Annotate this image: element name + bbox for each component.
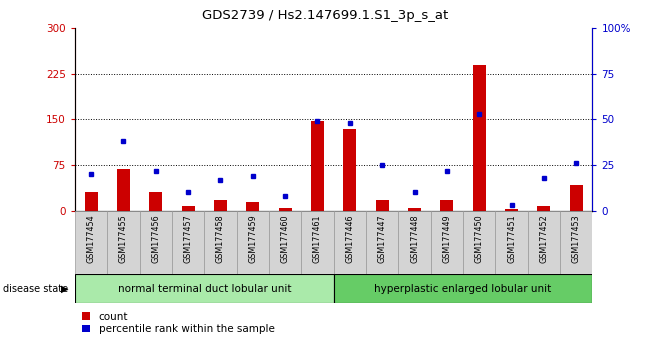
Bar	[560, 211, 592, 274]
Text: normal terminal duct lobular unit: normal terminal duct lobular unit	[117, 284, 291, 293]
Bar	[139, 211, 172, 274]
Legend: count, percentile rank within the sample: count, percentile rank within the sample	[80, 310, 277, 336]
Bar	[85, 193, 98, 211]
Text: GSM177459: GSM177459	[248, 215, 257, 263]
Text: GSM177449: GSM177449	[442, 215, 451, 263]
Text: GSM177457: GSM177457	[184, 215, 193, 263]
Bar	[75, 211, 107, 274]
Text: GDS2739 / Hs2.147699.1.S1_3p_s_at: GDS2739 / Hs2.147699.1.S1_3p_s_at	[202, 9, 449, 22]
Bar	[182, 206, 195, 211]
Bar	[376, 200, 389, 211]
Text: GSM177451: GSM177451	[507, 215, 516, 263]
Text: GSM177446: GSM177446	[345, 215, 354, 263]
Text: GSM177454: GSM177454	[87, 215, 96, 263]
Text: disease state: disease state	[3, 284, 68, 293]
Text: GSM177450: GSM177450	[475, 215, 484, 263]
Text: hyperplastic enlarged lobular unit: hyperplastic enlarged lobular unit	[374, 284, 551, 293]
Text: GSM177453: GSM177453	[572, 215, 581, 263]
Bar	[279, 207, 292, 211]
Text: GSM177460: GSM177460	[281, 215, 290, 263]
Bar	[431, 211, 463, 274]
Bar	[75, 274, 333, 303]
Bar	[366, 211, 398, 274]
Bar	[495, 211, 528, 274]
Bar	[107, 211, 139, 274]
Bar	[408, 207, 421, 211]
Bar	[204, 211, 236, 274]
Text: GSM177461: GSM177461	[313, 215, 322, 263]
Bar	[172, 211, 204, 274]
Text: GSM177456: GSM177456	[151, 215, 160, 263]
Bar	[398, 211, 431, 274]
Text: GSM177448: GSM177448	[410, 215, 419, 263]
Bar	[528, 211, 560, 274]
Bar	[440, 200, 453, 211]
Bar	[570, 185, 583, 211]
Bar	[333, 211, 366, 274]
Bar	[538, 206, 550, 211]
Bar	[463, 211, 495, 274]
Text: GSM177455: GSM177455	[119, 215, 128, 263]
Bar	[236, 211, 269, 274]
Bar	[246, 201, 259, 211]
Text: ▶: ▶	[61, 284, 68, 293]
Bar	[301, 211, 333, 274]
Bar	[343, 129, 356, 211]
Bar	[214, 200, 227, 211]
Bar	[333, 274, 592, 303]
Bar	[269, 211, 301, 274]
Bar	[117, 169, 130, 211]
Text: GSM177452: GSM177452	[540, 215, 548, 263]
Bar	[473, 65, 486, 211]
Bar	[149, 193, 162, 211]
Bar	[311, 121, 324, 211]
Text: GSM177458: GSM177458	[216, 215, 225, 263]
Text: GSM177447: GSM177447	[378, 215, 387, 263]
Bar	[505, 209, 518, 211]
